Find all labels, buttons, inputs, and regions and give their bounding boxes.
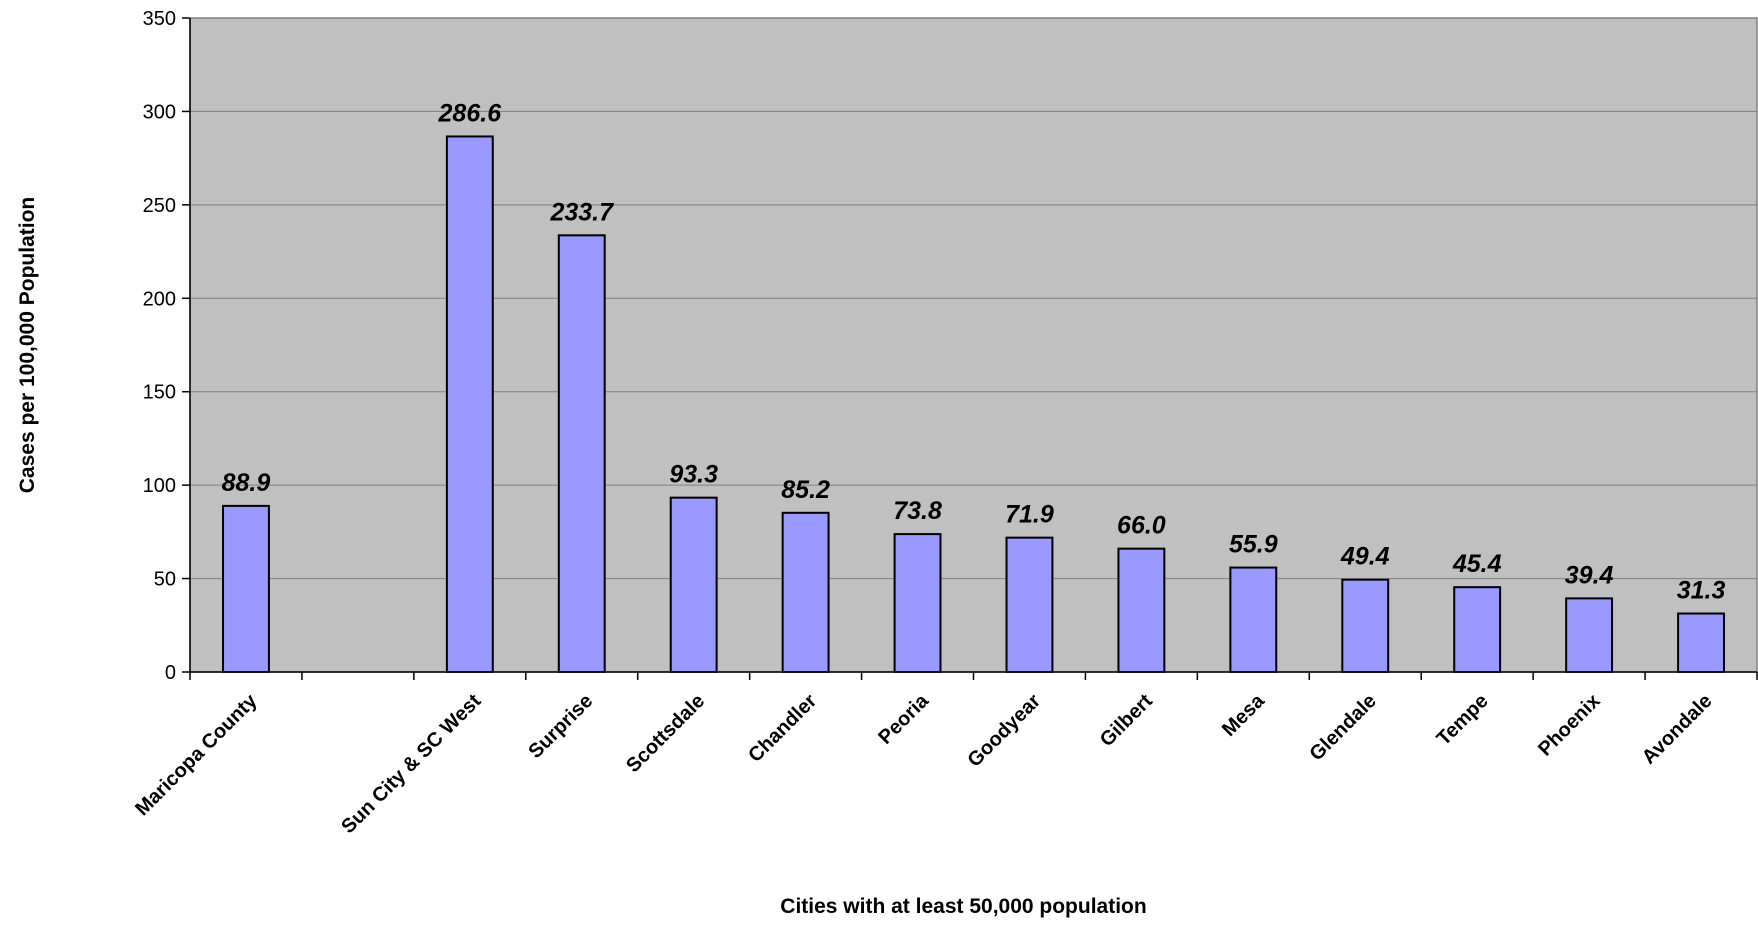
plot-area [190,18,1757,672]
bar-2 [445,135,494,674]
y-axis-title: Cases per 100,000 Population [16,197,39,493]
y-tick-label-6: 300 [143,101,176,123]
bar-4 [669,496,718,673]
bar-9 [1229,566,1278,674]
category-label-6: Peoria [874,689,933,748]
y-tick-label-4: 200 [143,288,176,310]
bar-5 [781,511,830,674]
category-label-11: Tempe [1433,690,1493,750]
data-label-11: 45.4 [1452,550,1502,578]
category-label-5: Chandler [744,690,821,767]
y-tick-label-5: 250 [143,195,176,217]
y-tick-label-3: 150 [143,382,176,404]
category-label-13: Avondale [1638,690,1717,769]
bars [222,135,1725,674]
category-label-2: Sun City & SC West [337,690,485,838]
data-label-4: 93.3 [669,461,718,489]
category-label-9: Mesa [1218,689,1270,741]
data-label-3: 233.7 [549,198,614,226]
bar-11 [1453,586,1502,674]
category-label-0: Maricopa County [131,689,262,820]
data-label-7: 71.9 [1005,501,1054,529]
bar-12 [1565,597,1614,674]
data-labels: 88.9 286.6 233.7 93.3 85.2 73.8 71.9 66.0 55.9 49… [222,99,1726,604]
bar-6 [893,533,942,673]
data-label-2: 286.6 [438,99,503,127]
bar-7 [1005,536,1054,673]
data-label-6: 73.8 [893,497,942,525]
category-label-3: Surprise [524,690,597,763]
data-label-13: 31.3 [1677,577,1726,605]
bar-3 [557,234,606,673]
y-tick-label-7: 350 [143,8,176,30]
x-axis-title: Cities with at least 50,000 population [780,895,1146,918]
y-tick-label-2: 100 [143,475,176,497]
data-label-8: 66.0 [1117,512,1166,540]
y-tick-label-1: 50 [154,569,176,591]
y-tick-label-0: 0 [165,662,176,684]
bar-13 [1677,612,1725,674]
data-label-9: 55.9 [1229,531,1278,559]
category-label-8: Gilbert [1096,690,1157,751]
category-label-7: Goodyear [963,690,1045,772]
bar-8 [1117,547,1166,673]
category-label-4: Scottsdale [622,690,709,777]
data-label-12: 39.4 [1565,561,1614,589]
data-label-10: 49.4 [1340,543,1390,571]
bar-10 [1341,578,1390,673]
data-label-0: 88.9 [222,469,271,497]
category-label-12: Phoenix [1534,690,1605,761]
category-label-10: Glendale [1305,690,1380,765]
bar-0 [222,504,270,673]
data-label-5: 85.2 [781,476,830,504]
